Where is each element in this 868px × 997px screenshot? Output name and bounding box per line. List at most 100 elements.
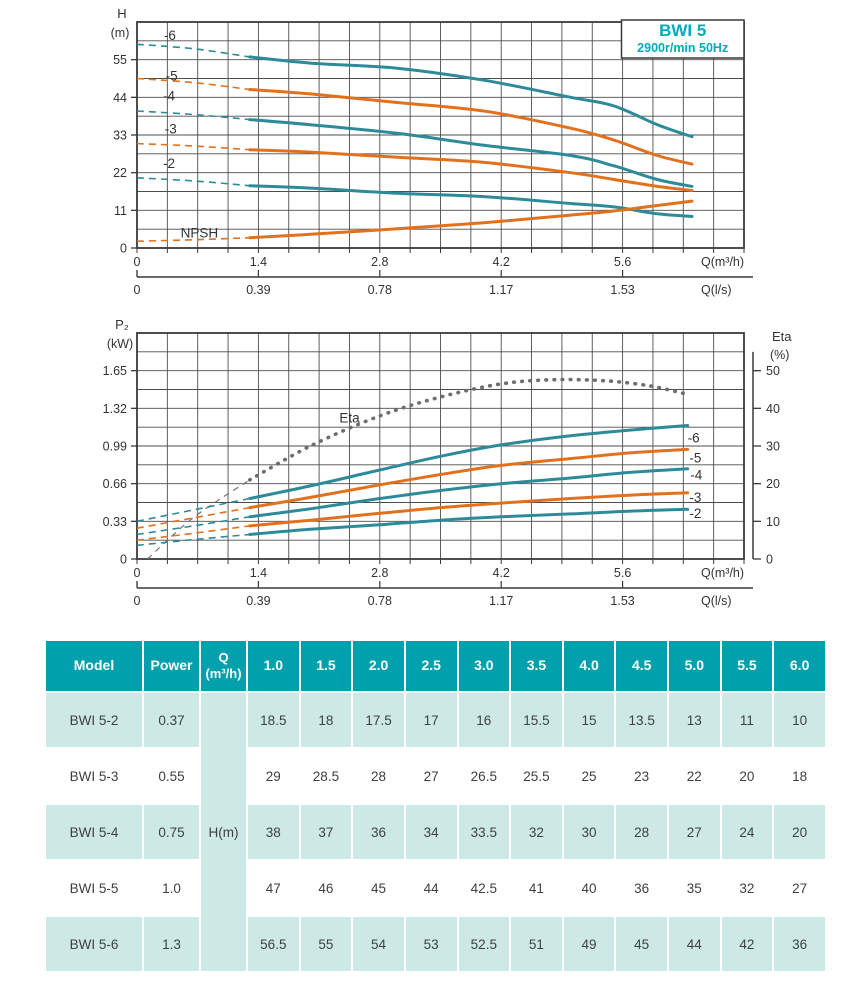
unit-merged-cell: H(m) [201,693,246,971]
value-cell: 38 [248,805,299,859]
curve-head-flow--3 [136,142,694,192]
curve-head-flow--4 [136,110,694,188]
value-cell: 28.5 [300,749,352,803]
column-header: 6.0 [774,641,825,691]
column-header: 1.0 [248,641,299,691]
eta-tick-label: 10 [766,515,780,529]
table-body: BWI 5-2 0.37 H(m) 18.5 18 17.5 17 16 15.5 15 13.5 1… [46,693,825,971]
curve-label--3: -3 [165,121,177,136]
value-cell: 55 [300,917,352,971]
x-tick-label: 1.4 [250,566,267,580]
x-tick-label: 5.6 [614,255,631,269]
value-cell: 25.5 [511,749,562,803]
grid [137,22,744,248]
value-cell: 36 [774,917,825,971]
value-cell: 18 [774,749,825,803]
table-row: BWI 5-6 1.3 56.5 55 54 53 52.5 51 49 45 44 42 36 [46,917,825,971]
value-cell: 17.5 [353,693,404,747]
value-cell: 44 [405,861,457,915]
curve-head-flow--2 [136,177,694,218]
value-cell: 18 [300,693,352,747]
value-cell: 16 [458,693,510,747]
power-cell: 0.55 [144,749,199,803]
y-axis-title: H [117,6,126,21]
eta-tick-label: 40 [766,402,780,416]
value-cell: 33.5 [458,805,510,859]
curve-power-efficiency-Eta [147,377,686,560]
x2-tick-label: 0 [134,283,141,297]
column-header: 1.5 [300,641,352,691]
value-cell: 13.5 [616,693,667,747]
x2-tick-label: 1.17 [489,283,513,297]
value-cell: 45 [616,917,667,971]
value-cell: 26.5 [458,749,510,803]
curve-head-flow--6 [136,43,694,139]
x2-tick-label: 0.78 [368,283,392,297]
x-tick-label: 4.2 [493,255,510,269]
curve-power-efficiency--2 [136,507,690,547]
value-cell: 10 [774,693,825,747]
x-tick-label: 2.8 [371,566,388,580]
table-header-row: Model Power Q (m³/h) 1.0 1.5 2.0 2.5 3.0 3.5 4.0 4… [46,641,825,691]
x2-tick-label: 1.53 [610,283,634,297]
y-tick-label: 0.66 [103,477,127,491]
column-header: 2.0 [353,641,404,691]
value-cell: 28 [353,749,404,803]
column-header: Q (m³/h) [201,641,246,691]
value-cell: 28 [616,805,667,859]
value-cell: 52.5 [458,917,510,971]
x2-axis-title: Q(l/s) [701,594,732,608]
value-cell: 47 [248,861,299,915]
x-tick-label: 0 [134,566,141,580]
table-row: BWI 5-4 0.75 38 37 36 34 33.5 32 30 28 27 24 20 [46,805,825,859]
y-tick-label: 22 [113,166,127,180]
value-cell: 27 [405,749,457,803]
x-tick-label: 2.8 [371,255,388,269]
eta-tick-label: 20 [766,477,780,491]
x-tick-label: 0 [134,255,141,269]
curve-label--4: -4 [690,468,702,483]
x-axis-title: Q(m³/h) [701,566,744,580]
y-tick-label: 11 [114,204,127,218]
y-axis-title: P₂ [115,317,129,332]
chart-title: BWI 5 [659,21,706,40]
grid [137,333,744,559]
eta-tick-label: 50 [766,364,780,378]
x-tick-label: 4.2 [493,566,510,580]
column-header: 4.5 [616,641,667,691]
y-tick-label: 55 [113,53,127,67]
curve-power-efficiency--5 [136,447,690,529]
value-cell: 20 [774,805,825,859]
value-cell: 51 [511,917,562,971]
value-cell: 18.5 [248,693,299,747]
value-cell: 53 [405,917,457,971]
x2-tick-label: 1.53 [610,594,634,608]
x-tick-label: 1.4 [250,255,267,269]
chart-subtitle: 2900r/min 50Hz [637,41,728,55]
x2-tick-label: 1.17 [489,594,513,608]
power-efficiency-chart: 0 0.33 0.66 0.99 1.32 1.65 P₂ (kW) 0 1.4 2.8 4.2 5.6… [103,317,793,608]
y-axis-unit: (kW) [107,337,133,351]
column-header: 2.5 [405,641,457,691]
curve-label--5: -5 [689,450,701,465]
power-cell: 0.37 [144,693,199,747]
value-cell: 29 [248,749,299,803]
power-cell: 1.3 [144,917,199,971]
curve-label--2: -2 [689,506,701,521]
x2-tick-label: 0.39 [246,594,270,608]
model-cell: BWI 5-3 [46,749,142,803]
pump-performance-charts: 0 11 22 33 44 55 H (m) 0 1.4 2.8 4.2 5.6 Q(m³/h) 0 0.39… [103,6,793,608]
table-header: Model Power Q (m³/h) 1.0 1.5 2.0 2.5 3.0 3.5 4.0 4… [46,641,825,691]
value-cell: 36 [616,861,667,915]
x2-tick-label: 0 [134,594,141,608]
curve-head-flow-NPSH [136,199,694,242]
value-cell: 13 [669,693,720,747]
x2-tick-label: 0.78 [368,594,392,608]
value-cell: 40 [563,861,615,915]
model-cell: BWI 5-6 [46,917,142,971]
value-cell: 20 [721,749,773,803]
value-cell: 15.5 [511,693,562,747]
y-tick-label: 0 [120,242,127,256]
y-tick-label: 0.33 [103,515,127,529]
performance-table: Model Power Q (m³/h) 1.0 1.5 2.0 2.5 3.0 3.5 4.0 4… [44,639,827,973]
